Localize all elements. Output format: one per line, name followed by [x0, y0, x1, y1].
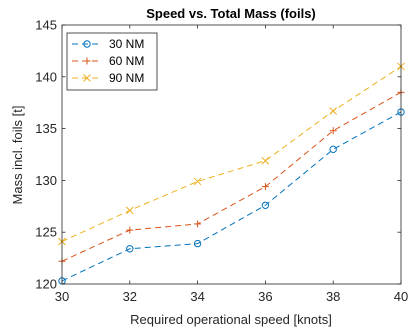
- series-3-point-5: [329, 107, 338, 115]
- series-2-point-3: [194, 220, 202, 228]
- series-layer: [58, 62, 405, 285]
- y-tick-label: 125: [35, 225, 57, 240]
- y-tick-label: 120: [35, 277, 57, 292]
- x-tick-label: 30: [55, 289, 69, 304]
- series-1-point-2-shape: [126, 245, 134, 253]
- series-1-point-3-shape: [193, 239, 202, 248]
- series-1-point-3: [193, 239, 202, 248]
- legend-label: 30 NM: [109, 37, 144, 51]
- series-3-point-4: [261, 156, 270, 165]
- series-1-point-5: [329, 145, 337, 154]
- x-axis-label: Required operational speed [knots]: [130, 312, 332, 327]
- legend-swatch-marker: [83, 40, 91, 48]
- series-3-point-5-d2: [329, 107, 338, 115]
- series-1-point-4-shape: [261, 201, 270, 209]
- series-2-point-5: [329, 127, 337, 135]
- axes-layer: 30 32 34 36 38 40 120 125 130 135 140 145: [35, 18, 408, 305]
- x-tick-label: 32: [123, 289, 137, 304]
- series-1-line: [61, 111, 402, 282]
- legend-item-3: 90 NM: [72, 71, 144, 85]
- y-tick-label: 135: [35, 121, 57, 136]
- series-3-point-2: [125, 206, 134, 215]
- series-2-point-2: [126, 226, 134, 234]
- series-3-point-3-d2: [193, 177, 202, 186]
- series-2-line: [61, 91, 402, 262]
- legend-label: 90 NM: [109, 71, 144, 85]
- y-tick-label: 130: [35, 173, 57, 188]
- chart-title: Speed vs. Total Mass (foils): [146, 6, 316, 21]
- series-3-line: [61, 66, 402, 242]
- series-3-point-3: [193, 177, 202, 186]
- x-tick-label: 40: [394, 289, 408, 304]
- legend-label: 60 NM: [109, 54, 144, 68]
- legend-swatch-marker-d2: [83, 74, 91, 82]
- axes-box: [61, 24, 402, 285]
- y-tick-label: 140: [35, 69, 57, 84]
- y-tick-label: 145: [35, 18, 57, 33]
- series-3-point-2-d2: [125, 206, 134, 215]
- series-2-point-4: [261, 183, 269, 191]
- series-1-point-5-shape: [329, 145, 337, 154]
- legend-swatch-marker-shape: [83, 40, 91, 48]
- x-tick-label: 38: [326, 289, 340, 304]
- legend-item-1: 30 NM: [72, 37, 144, 51]
- x-tick-label: 36: [258, 289, 272, 304]
- legend: 30 NM 60 NM 90 NM: [66, 32, 158, 91]
- series-3-point-4-d2: [261, 156, 270, 165]
- legend-swatch-marker: [83, 74, 91, 82]
- legend-swatch-marker: [83, 57, 91, 65]
- series-1-point-4: [261, 201, 270, 209]
- legend-item-2: 60 NM: [72, 54, 144, 68]
- x-tick-label: 34: [190, 289, 204, 304]
- y-axis-label: Mass incl. foils [t]: [10, 106, 25, 205]
- series-1-point-2: [126, 245, 134, 253]
